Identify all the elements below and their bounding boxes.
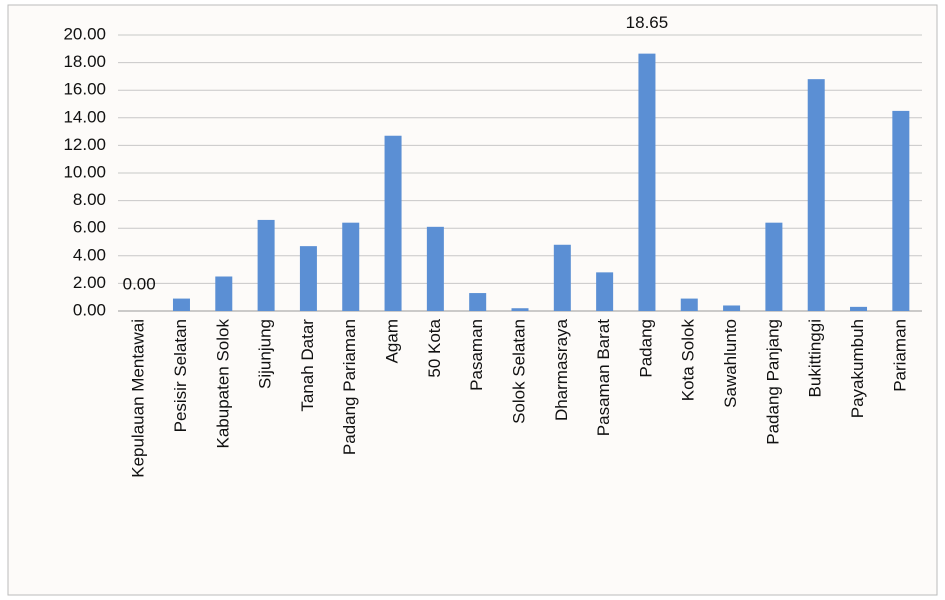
bar: [215, 276, 233, 311]
x-tick-label: Kota Solok: [679, 319, 698, 402]
x-tick-label: Sijunjung: [256, 319, 275, 389]
bar: [342, 222, 360, 311]
y-tick-label: 12.00: [63, 135, 106, 154]
data-label: 0.00: [123, 274, 156, 293]
x-tick-label: Padang Pariaman: [340, 319, 359, 455]
y-tick-label: 2.00: [73, 273, 106, 292]
bar: [765, 222, 783, 311]
bar: [596, 272, 614, 311]
y-tick-label: 16.00: [63, 80, 106, 99]
x-tick-label: Payakumbuh: [848, 319, 867, 418]
x-tick-label: Pesisir Selatan: [171, 319, 190, 432]
x-tick-label: Padang: [636, 319, 655, 378]
y-tick-label: 4.00: [73, 245, 106, 264]
x-tick-label: Pariaman: [890, 319, 909, 392]
bar: [426, 226, 444, 311]
bar: [511, 308, 529, 311]
y-tick-label: 18.00: [63, 52, 106, 71]
bar: [638, 53, 656, 311]
x-tick-label: Pasaman: [467, 319, 486, 391]
bar: [680, 298, 698, 311]
x-tick-label: Sawahlunto: [721, 319, 740, 408]
bar: [850, 306, 868, 311]
x-tick-label: Kepulauan Mentawai: [129, 319, 148, 478]
data-label: 18.65: [626, 13, 669, 32]
y-tick-label: 20.00: [63, 24, 106, 43]
bar: [553, 244, 571, 311]
x-tick-label: Padang Panjang: [763, 319, 782, 445]
y-tick-label: 6.00: [73, 218, 106, 237]
y-tick-label: 8.00: [73, 190, 106, 209]
x-tick-label: Kabupaten Solok: [213, 319, 232, 449]
x-tick-label: Bukittinggi: [806, 319, 825, 397]
bar: [807, 79, 825, 311]
bar: [892, 110, 910, 312]
x-tick-label: Dharmasraya: [552, 318, 571, 421]
x-tick-label: Pasaman Barat: [594, 319, 613, 436]
x-tick-label: Agam: [383, 319, 402, 363]
bar: [257, 219, 275, 311]
y-tick-label: 14.00: [63, 107, 106, 126]
bar: [172, 298, 190, 311]
y-tick-label: 0.00: [73, 300, 106, 319]
bar: [384, 135, 402, 311]
bar: [469, 293, 487, 311]
bar: [723, 305, 741, 311]
y-tick-label: 10.00: [63, 162, 106, 181]
x-tick-label: Solok Selatan: [509, 319, 528, 424]
x-tick-label: 50 Kota: [425, 318, 444, 377]
x-tick-label: Tanah Datar: [298, 319, 317, 412]
bar: [299, 246, 317, 311]
